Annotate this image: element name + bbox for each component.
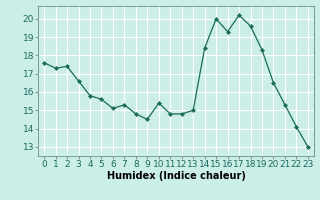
X-axis label: Humidex (Indice chaleur): Humidex (Indice chaleur) [107,171,245,181]
